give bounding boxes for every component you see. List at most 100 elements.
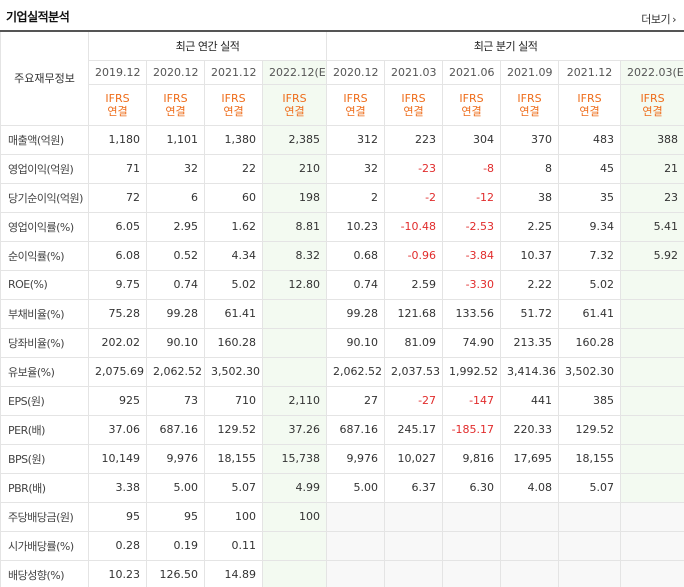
- annual-period-header: 2019.12: [88, 59, 147, 85]
- table-cell: [442, 530, 502, 561]
- quarter-period-header: 2021.03: [384, 59, 444, 85]
- table-cell: 10,149: [88, 443, 147, 474]
- consolidated-line: 연결: [579, 104, 600, 118]
- ifrs-consolidated-label: IFRS 연결: [326, 83, 386, 126]
- table-cell: 5.92: [620, 240, 684, 271]
- ifrs-line: IFRS: [640, 91, 665, 105]
- table-cell: 213.35: [500, 327, 560, 358]
- row-label: 영업이익률(%): [0, 211, 89, 242]
- table-cell: 3,502.30: [204, 356, 263, 387]
- table-cell: 126.50: [146, 559, 205, 587]
- table-cell: 90.10: [326, 327, 386, 358]
- ifrs-consolidated-label: IFRS 연결: [261, 83, 328, 126]
- table-cell: [620, 269, 684, 300]
- table-cell: 99.28: [146, 298, 205, 329]
- table-cell: 2: [326, 182, 386, 213]
- table-cell: 2.59: [384, 269, 444, 300]
- more-link[interactable]: 더보기 ›: [641, 11, 676, 27]
- table-cell: 74.90: [442, 327, 502, 358]
- ifrs-consolidated-label: IFRS 연결: [500, 83, 560, 126]
- table-cell: 3,502.30: [558, 356, 622, 387]
- table-cell: -12: [442, 182, 502, 213]
- table-cell: 37.06: [88, 414, 147, 445]
- table-cell: 2,062.52: [326, 356, 386, 387]
- table-cell: [620, 443, 684, 474]
- table-cell: 121.68: [384, 298, 444, 329]
- annual-group-header: 최근 연간 실적: [87, 30, 328, 61]
- row-label: PBR(배): [0, 472, 89, 503]
- row-label: 유보율(%): [0, 356, 89, 387]
- ifrs-consolidated-label: IFRS 연결: [558, 83, 622, 126]
- table-cell: [500, 501, 560, 532]
- table-cell: -185.17: [442, 414, 502, 445]
- table-cell: -8: [442, 153, 502, 184]
- table-cell: 15,738: [261, 443, 328, 474]
- table-cell: 5.00: [326, 472, 386, 503]
- table-row: 순이익률(%) 6.08 0.52 4.34 8.32 0.68 -0.96 -3.84 10.…: [0, 240, 684, 271]
- table-cell: [620, 327, 684, 358]
- ifrs-line: IFRS: [343, 91, 368, 105]
- table-cell: [620, 530, 684, 561]
- table-cell: -27: [384, 385, 444, 416]
- consolidated-line: 연결: [223, 104, 244, 118]
- table-cell: 100: [204, 501, 263, 532]
- table-cell: [500, 530, 560, 561]
- row-label: PER(배): [0, 414, 89, 445]
- table-cell: [326, 559, 386, 587]
- table-row: 부채비율(%) 75.28 99.28 61.41 99.28 121.68 133.56 5…: [0, 298, 684, 329]
- table-cell: 1,101: [146, 124, 205, 155]
- table-cell: 6.30: [442, 472, 502, 503]
- table-cell: 0.28: [88, 530, 147, 561]
- table-cell: 312: [326, 124, 386, 155]
- ifrs-consolidated-label: IFRS 연결: [442, 83, 502, 126]
- table-cell: 220.33: [500, 414, 560, 445]
- table-cell: 17,695: [500, 443, 560, 474]
- ifrs-line: IFRS: [401, 91, 426, 105]
- table-cell: 10.37: [500, 240, 560, 271]
- row-label: 부채비율(%): [0, 298, 89, 329]
- row-label: 배당성향(%): [0, 559, 89, 587]
- table-row: 시가배당률(%) 0.28 0.19 0.11: [0, 530, 684, 561]
- table-cell: 18,155: [204, 443, 263, 474]
- table-cell: 35: [558, 182, 622, 213]
- table-cell: [558, 530, 622, 561]
- row-label: 당좌비율(%): [0, 327, 89, 358]
- table-row: 배당성향(%) 10.23 126.50 14.89: [0, 559, 684, 587]
- table-cell: 73: [146, 385, 205, 416]
- table-cell: 9,976: [326, 443, 386, 474]
- table-cell: 0.74: [146, 269, 205, 300]
- table-cell: 61.41: [558, 298, 622, 329]
- table-cell: 441: [500, 385, 560, 416]
- table-cell: 81.09: [384, 327, 444, 358]
- table-row: BPS(원) 10,149 9,976 18,155 15,738 9,976 10,027…: [0, 443, 684, 474]
- table-cell: 8: [500, 153, 560, 184]
- table-row: 영업이익률(%) 6.05 2.95 1.62 8.81 10.23 -10.48 -2.53…: [0, 211, 684, 242]
- table-cell: [384, 530, 444, 561]
- table-cell: 160.28: [204, 327, 263, 358]
- table-cell: 0.74: [326, 269, 386, 300]
- table-cell: 2.25: [500, 211, 560, 242]
- table-cell: 6: [146, 182, 205, 213]
- chevron-right-icon: ›: [672, 13, 676, 26]
- annual-period-header: 2021.12: [204, 59, 263, 85]
- table-cell: [261, 327, 328, 358]
- row-label: EPS(원): [0, 385, 89, 416]
- table-cell: 10.23: [88, 559, 147, 587]
- table-row: 매출액(억원) 1,180 1,101 1,380 2,385 312 223 304 370 4…: [0, 124, 684, 155]
- table-cell: 60: [204, 182, 263, 213]
- table-cell: -10.48: [384, 211, 444, 242]
- consolidated-line: 연결: [461, 104, 482, 118]
- table-cell: 21: [620, 153, 684, 184]
- table-cell: 245.17: [384, 414, 444, 445]
- quarter-period-header: 2020.12: [326, 59, 386, 85]
- table-cell: 370: [500, 124, 560, 155]
- quarter-group-header: 최근 분기 실적: [326, 30, 684, 61]
- table-cell: [261, 559, 328, 587]
- table-cell: 3.38: [88, 472, 147, 503]
- table-cell: 45: [558, 153, 622, 184]
- table-cell: 388: [620, 124, 684, 155]
- table-cell: -2: [384, 182, 444, 213]
- table-cell: 95: [88, 501, 147, 532]
- row-label-header: 주요재무정보: [0, 30, 89, 126]
- table-cell: 72: [88, 182, 147, 213]
